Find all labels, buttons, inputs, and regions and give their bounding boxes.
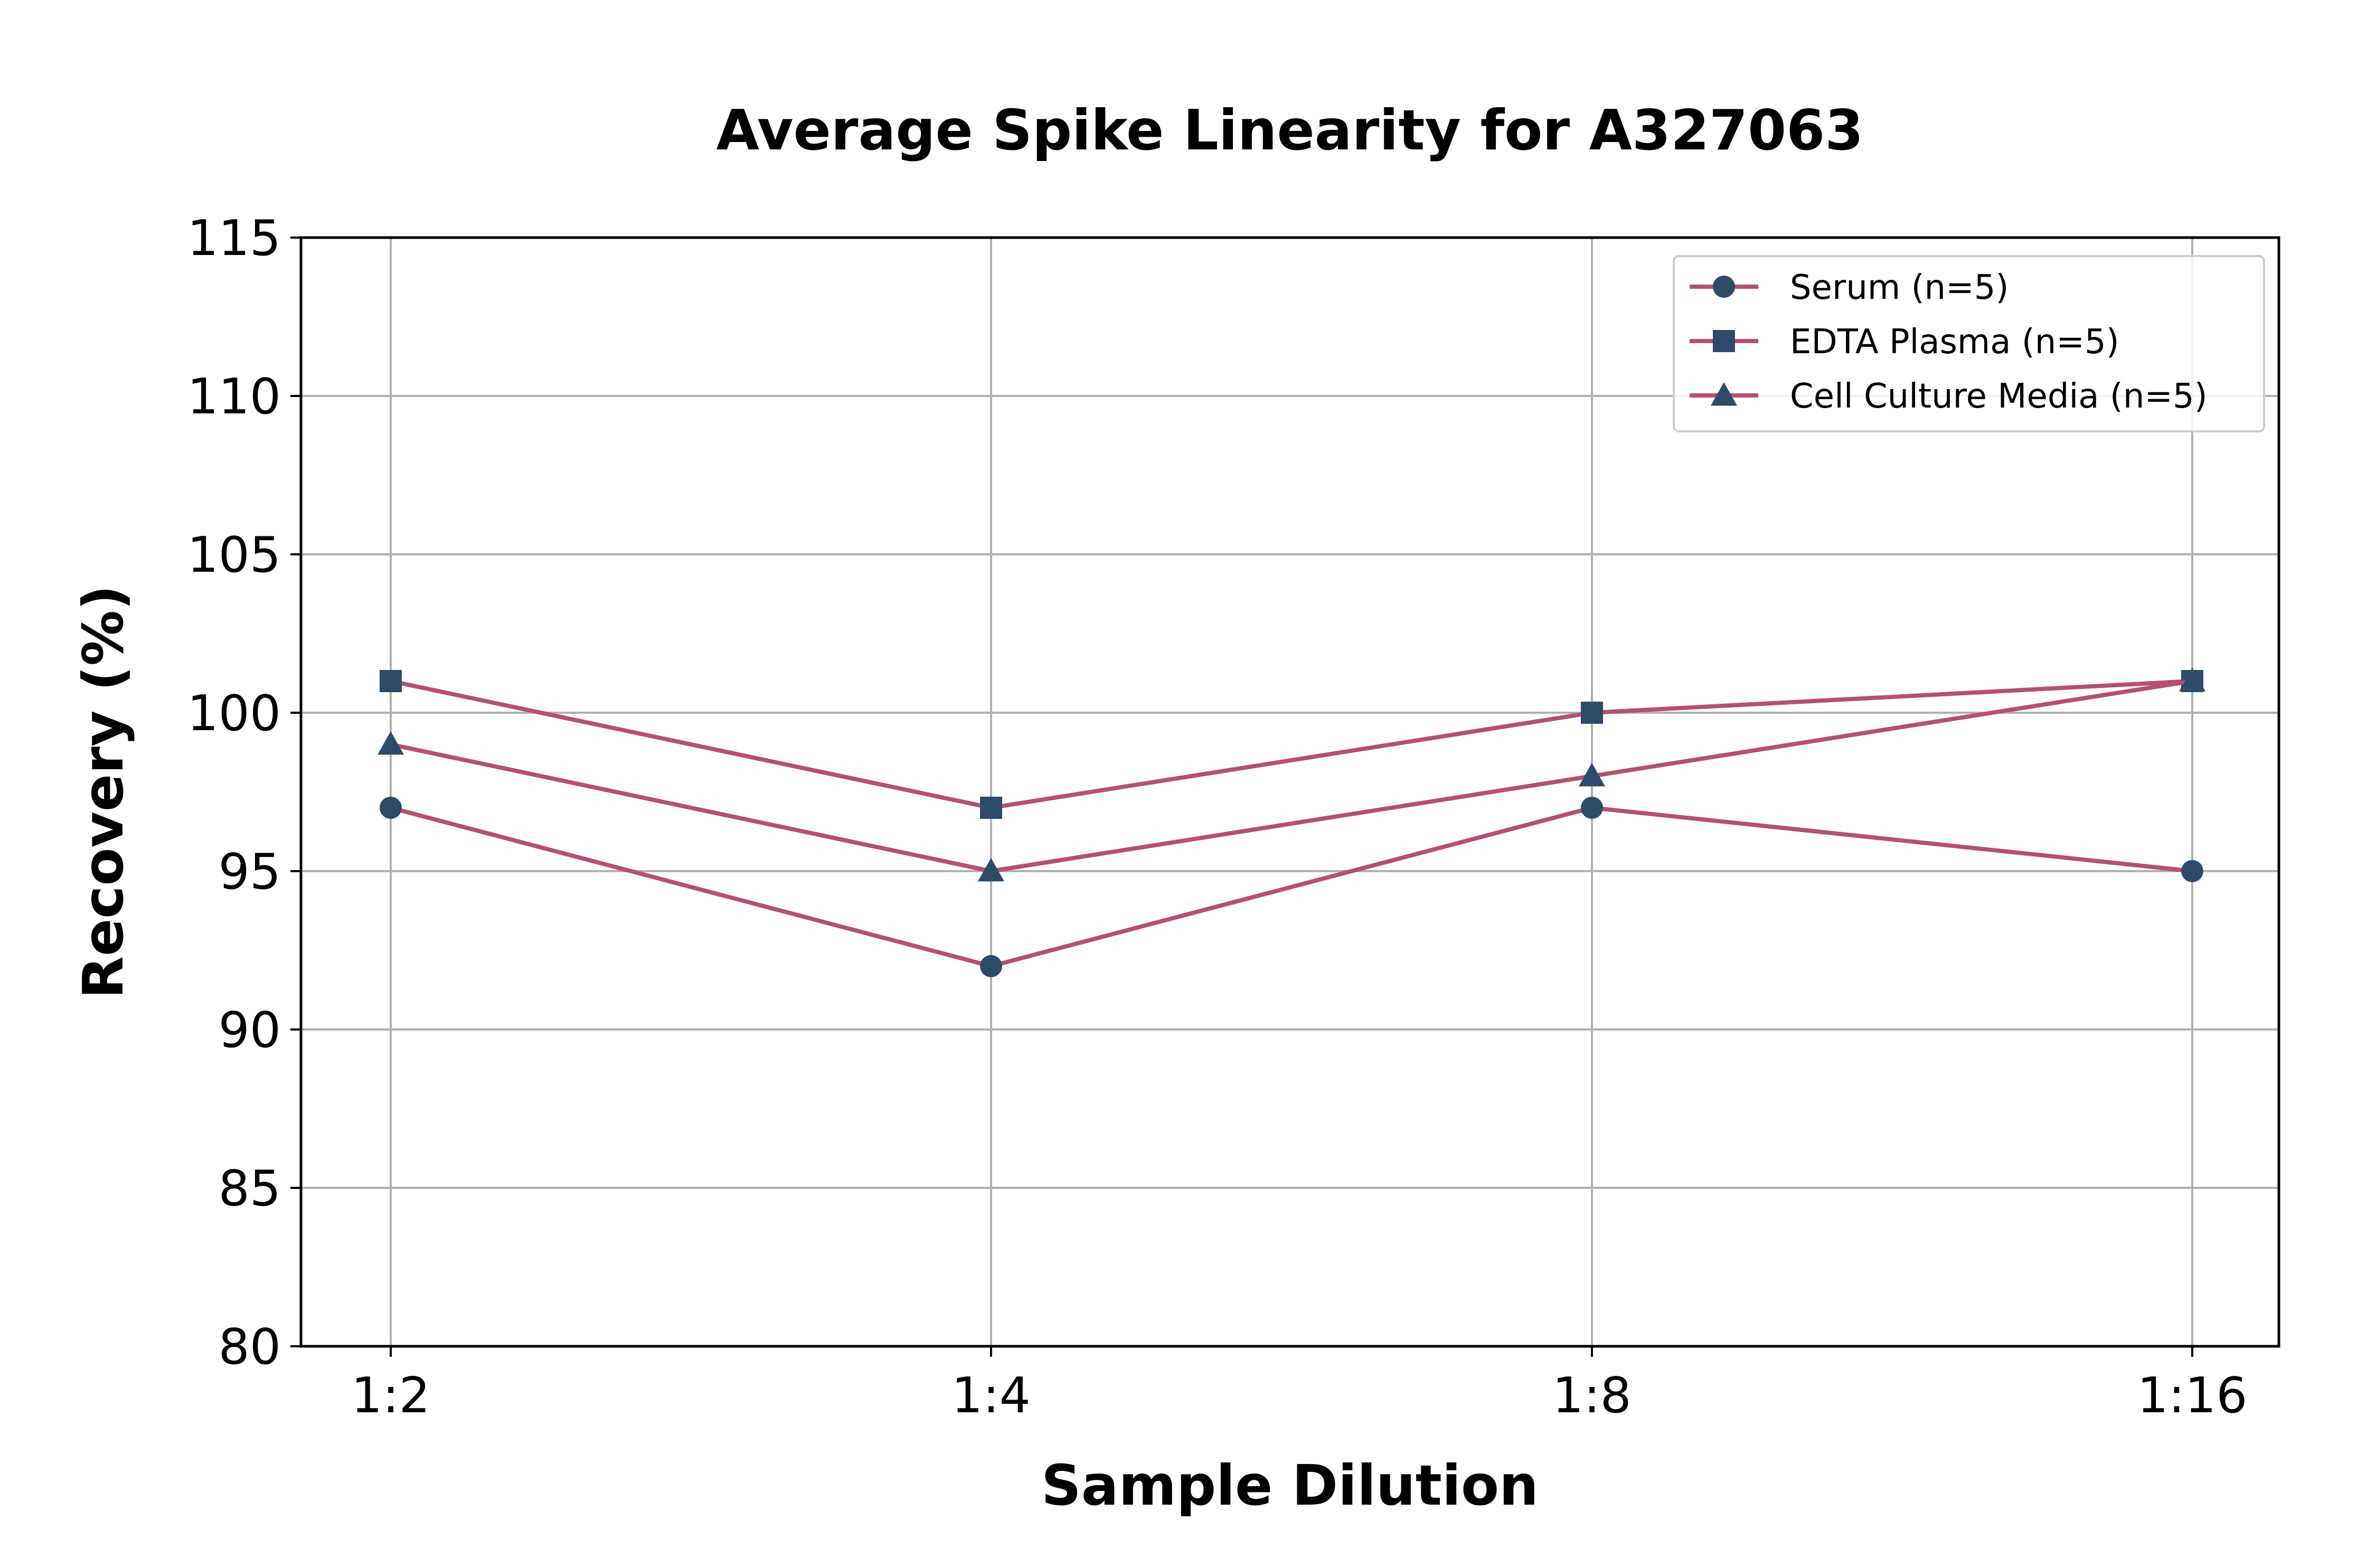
- y-tick-label: 105: [187, 526, 281, 583]
- series-0: [380, 797, 2203, 977]
- y-tick-label: 95: [219, 843, 281, 900]
- legend: Serum (n=5) EDTA Plasma (n=5) Cell Culture…: [1673, 255, 2265, 432]
- legend-item: Serum (n=5): [1690, 268, 2009, 307]
- y-tick-label: 85: [219, 1160, 281, 1217]
- plot-frame: [299, 236, 2280, 1348]
- data-point: [1581, 702, 1603, 724]
- legend-label: Cell Culture Media (n=5): [1790, 377, 2208, 416]
- series-line: [390, 679, 2193, 873]
- legend-label: EDTA Plasma (n=5): [1790, 323, 2119, 362]
- y-tick-label: 110: [187, 368, 281, 425]
- series-2: [378, 668, 2205, 882]
- x-axis-label: Sample Dilution: [1041, 1453, 1539, 1518]
- x-tick-label: 1:2: [351, 1367, 430, 1424]
- data-point: [1581, 797, 1603, 819]
- legend-frame: [1673, 255, 2265, 432]
- legend-item: Cell Culture Media (n=5): [1690, 377, 2208, 416]
- data-point: [2181, 860, 2203, 882]
- data-point: [378, 731, 404, 755]
- y-tick-label: 80: [219, 1318, 281, 1375]
- axis-ticks: 80 85 90 95 100 105 110 115 1:2 1:4 1:8 1:16: [187, 210, 2247, 1424]
- legend-item: EDTA Plasma (n=5): [1690, 323, 2119, 362]
- data-point: [380, 670, 402, 692]
- data-point: [1579, 763, 1605, 787]
- data-point: [380, 797, 402, 819]
- legend-marker: [1713, 330, 1735, 352]
- data-point: [978, 858, 1004, 882]
- x-tick-label: 1:16: [2137, 1367, 2248, 1424]
- series-line: [390, 679, 2193, 810]
- data-point: [980, 797, 1002, 819]
- y-tick-label: 90: [219, 1002, 281, 1059]
- x-tick-label: 1:8: [1552, 1367, 1632, 1424]
- legend-label: Serum (n=5): [1790, 268, 2009, 307]
- plot-series: [378, 668, 2205, 977]
- series-line: [390, 806, 2193, 968]
- y-axis-label: Recovery (%): [71, 585, 136, 999]
- y-tick-label: 115: [187, 210, 281, 267]
- legend-marker: [1711, 382, 1737, 406]
- legend-marker: [1713, 276, 1735, 298]
- y-tick-label: 100: [187, 685, 281, 742]
- x-tick-label: 1:4: [951, 1367, 1031, 1424]
- chart-title: Average Spike Linearity for A327063: [716, 98, 1864, 163]
- data-point: [980, 955, 1002, 977]
- data-point: [2179, 668, 2205, 692]
